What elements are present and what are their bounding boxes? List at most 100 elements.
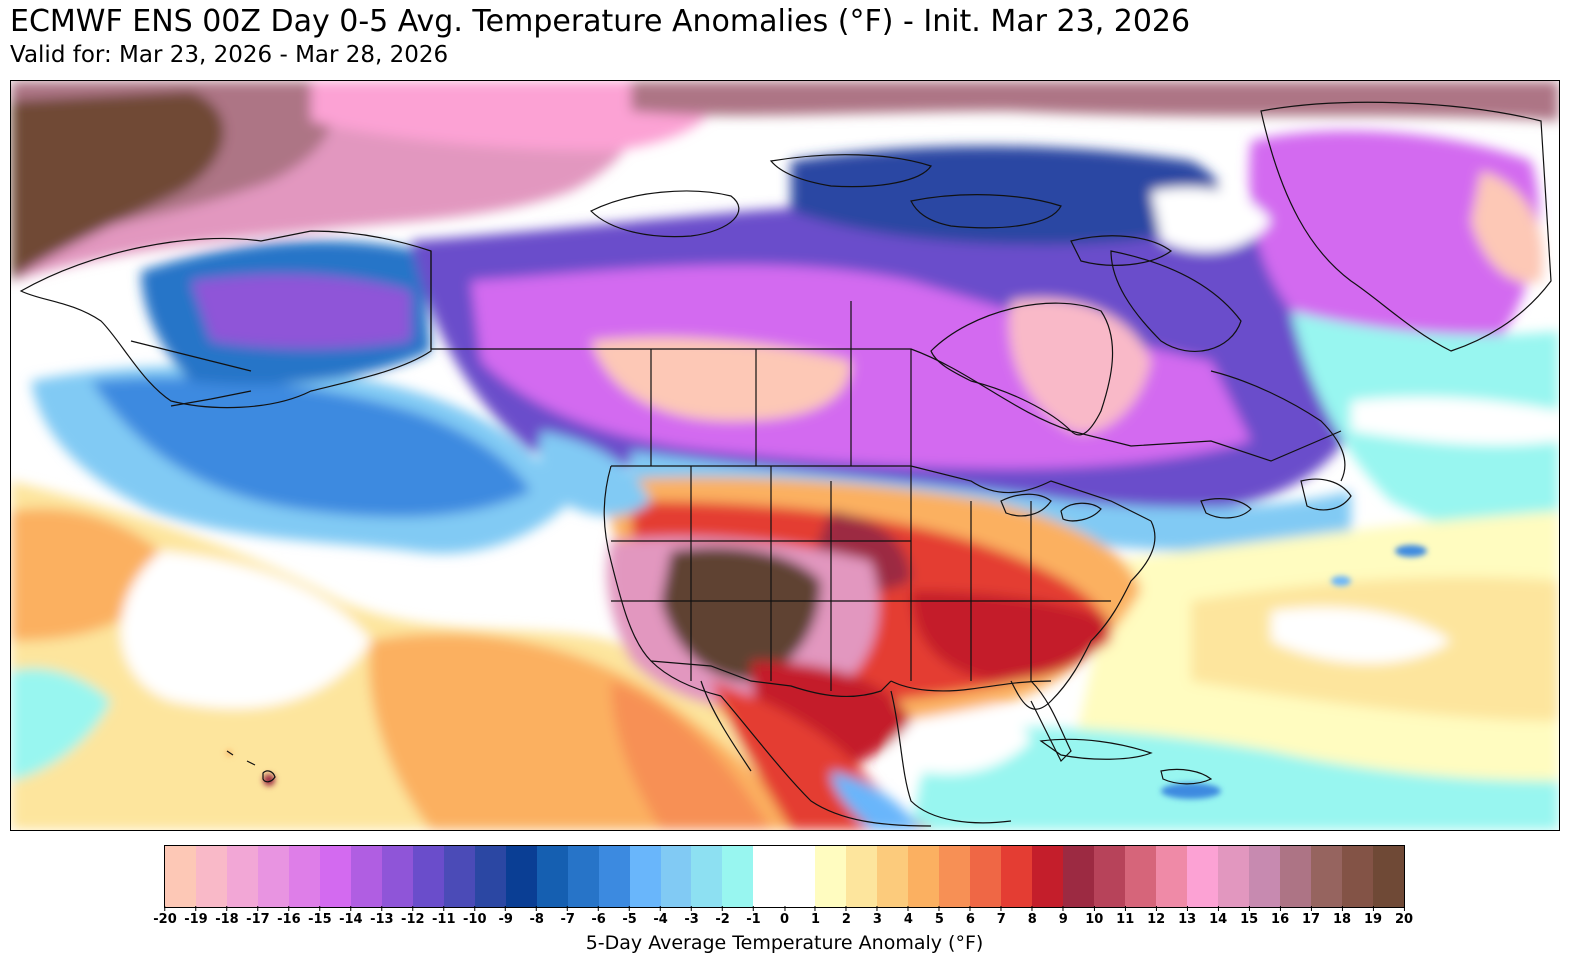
colorbar-tick-label: -7: [560, 906, 575, 927]
arctic-archipelago: [589, 154, 1173, 266]
mexico-cool-edge: [831, 771, 921, 830]
colorbar-swatch: [908, 846, 940, 907]
colorbar-swatch: [1156, 846, 1187, 907]
colorbar-tick-label: -14: [339, 906, 363, 927]
colorbar-tick-label: -11: [432, 906, 456, 927]
caribbean-cool-spot: [1161, 783, 1221, 799]
caribbean-cool: [911, 727, 1559, 830]
colorbar-swatch: [1310, 846, 1342, 907]
colorbar-swatch: [939, 846, 971, 907]
alaska-purple: [191, 274, 411, 349]
colorbar-swatch: [629, 846, 661, 907]
colorbar-tick-label: 18: [1333, 906, 1351, 927]
colorbar-swatch: [815, 846, 847, 907]
colorbar-tick-text: 12: [1147, 912, 1166, 927]
colorbar-tick-label: -20: [153, 906, 177, 927]
colorbar-tick-text: 18: [1333, 912, 1352, 927]
labrador-coast: [1210, 370, 1346, 482]
colorbar-swatch: [350, 846, 382, 907]
colorbar-tick-text: 10: [1085, 912, 1104, 927]
greenland-white: [1151, 187, 1271, 252]
colorbar-tick-label: -18: [215, 906, 239, 927]
colorbar-tick-label: -12: [401, 906, 425, 927]
colorbar-swatch: [443, 846, 475, 907]
colorbar-tick-text: -14: [339, 912, 363, 927]
chart-title: ECMWF ENS 00Z Day 0-5 Avg. Temperature A…: [10, 4, 1191, 39]
far-west-cyan: [11, 668, 111, 781]
colorbar-tick-label: -16: [277, 906, 301, 927]
colorbar-tick-label: -15: [308, 906, 332, 927]
colorbar-tick-text: 0: [779, 912, 790, 927]
colorbar-tick-label: 13: [1178, 906, 1196, 927]
colorbar-tick-label: -17: [246, 906, 270, 927]
pacific-cool-core: [91, 377, 531, 517]
chart-subtitle: Valid for: Mar 23, 2026 - Mar 28, 2026: [10, 42, 449, 68]
colorbar-swatch: [877, 846, 909, 907]
colorbar-tick-text: 4: [903, 912, 913, 927]
colorbar-ticks: -20 -19 -18 -17 -16 -15 -14 -13 -12 -11 -10 -9 -8 -7-…: [153, 906, 1413, 934]
hawaii-warm-spot: [263, 774, 275, 786]
colorbar-tick-text: 2: [841, 912, 851, 927]
map-borders: [19, 101, 1552, 827]
colorbar-tick-label: -13: [370, 906, 394, 927]
colorbar-tick-text: -4: [653, 912, 668, 927]
colorbar-swatch: [1063, 846, 1095, 907]
colorbar-swatch: [505, 846, 537, 907]
colorbar-tick-text: 19: [1363, 912, 1383, 927]
colorbar-tick-label: 1: [811, 906, 820, 927]
us-west-coast: [603, 465, 722, 697]
colorbar-tick-text: -18: [215, 912, 239, 927]
colorbar-tick-label: -19: [184, 906, 208, 927]
colorbar-tick-label: -10: [463, 906, 487, 927]
arctic-pink-top: [311, 81, 717, 151]
gulf-coast: [890, 680, 1052, 692]
north-arctic-mauve: [631, 81, 1559, 121]
baja-california: [700, 680, 752, 772]
colorbar-swatch: [567, 846, 599, 907]
colorbar-tick-label: 8: [1028, 906, 1037, 927]
newfoundland: [1300, 478, 1352, 511]
colorbar-tick-label: 10: [1085, 906, 1103, 927]
colorbar-tick-text: 7: [996, 912, 1006, 927]
north-atlantic-white: [1351, 396, 1559, 446]
greenland-magenta: [1249, 130, 1539, 370]
colorbar-tick-text: 20: [1394, 912, 1414, 927]
colorbar-swatch: [1217, 846, 1249, 907]
southeast-dark-red: [911, 591, 1111, 681]
colorbar-tick-label: 4: [904, 906, 913, 927]
colorbar-tick-label: 20: [1395, 906, 1413, 927]
colorbar-label: 5-Day Average Temperature Anomaly (°F): [585, 932, 984, 954]
colorbar-tick-text: -1: [746, 912, 761, 927]
colorbar-tick-label: -1: [746, 906, 761, 927]
colorbar-tick-text: -12: [401, 912, 425, 927]
colorbar-tick-label: -3: [684, 906, 699, 927]
colorbar-swatch: [691, 846, 723, 907]
colorbar-tick-label: 7: [997, 906, 1006, 927]
colorbar-tick-label: -4: [653, 906, 668, 927]
colorbar-tick-text: -20: [153, 912, 177, 927]
southwest-brown: [661, 547, 821, 681]
colorbar-swatch: [784, 846, 816, 907]
atlantic-cool-spot-2: [1331, 576, 1351, 586]
colorbar-swatch: [1032, 846, 1064, 907]
colorbar-tick-text: -11: [432, 912, 456, 927]
colorbar-tick-text: 13: [1178, 912, 1197, 927]
colorbar-tick-label: 6: [966, 906, 975, 927]
us-49th-parallel: [611, 465, 1152, 522]
colorbar-swatch: [753, 846, 785, 907]
colorbar-swatch: [319, 846, 351, 907]
great-lakes: [1000, 493, 1102, 522]
greenland-outline: [1260, 101, 1552, 352]
colorbar-tick-label: 0: [780, 906, 789, 927]
colorbar-tick-text: 5: [934, 912, 944, 927]
colorbar-tick-label: 15: [1240, 906, 1258, 927]
colorbar-swatch: [536, 846, 568, 907]
colorbar-swatch: [1341, 846, 1373, 907]
colorbar-tick-label: 11: [1116, 906, 1134, 927]
atlantic-white-patch: [1271, 607, 1451, 664]
nova-scotia: [1200, 498, 1252, 519]
colorbar-swatch: [381, 846, 413, 907]
colorbar-tick-label: 5: [935, 906, 944, 927]
colorbar-swatch: [288, 846, 320, 907]
colorbar-tick-text: -13: [370, 912, 394, 927]
